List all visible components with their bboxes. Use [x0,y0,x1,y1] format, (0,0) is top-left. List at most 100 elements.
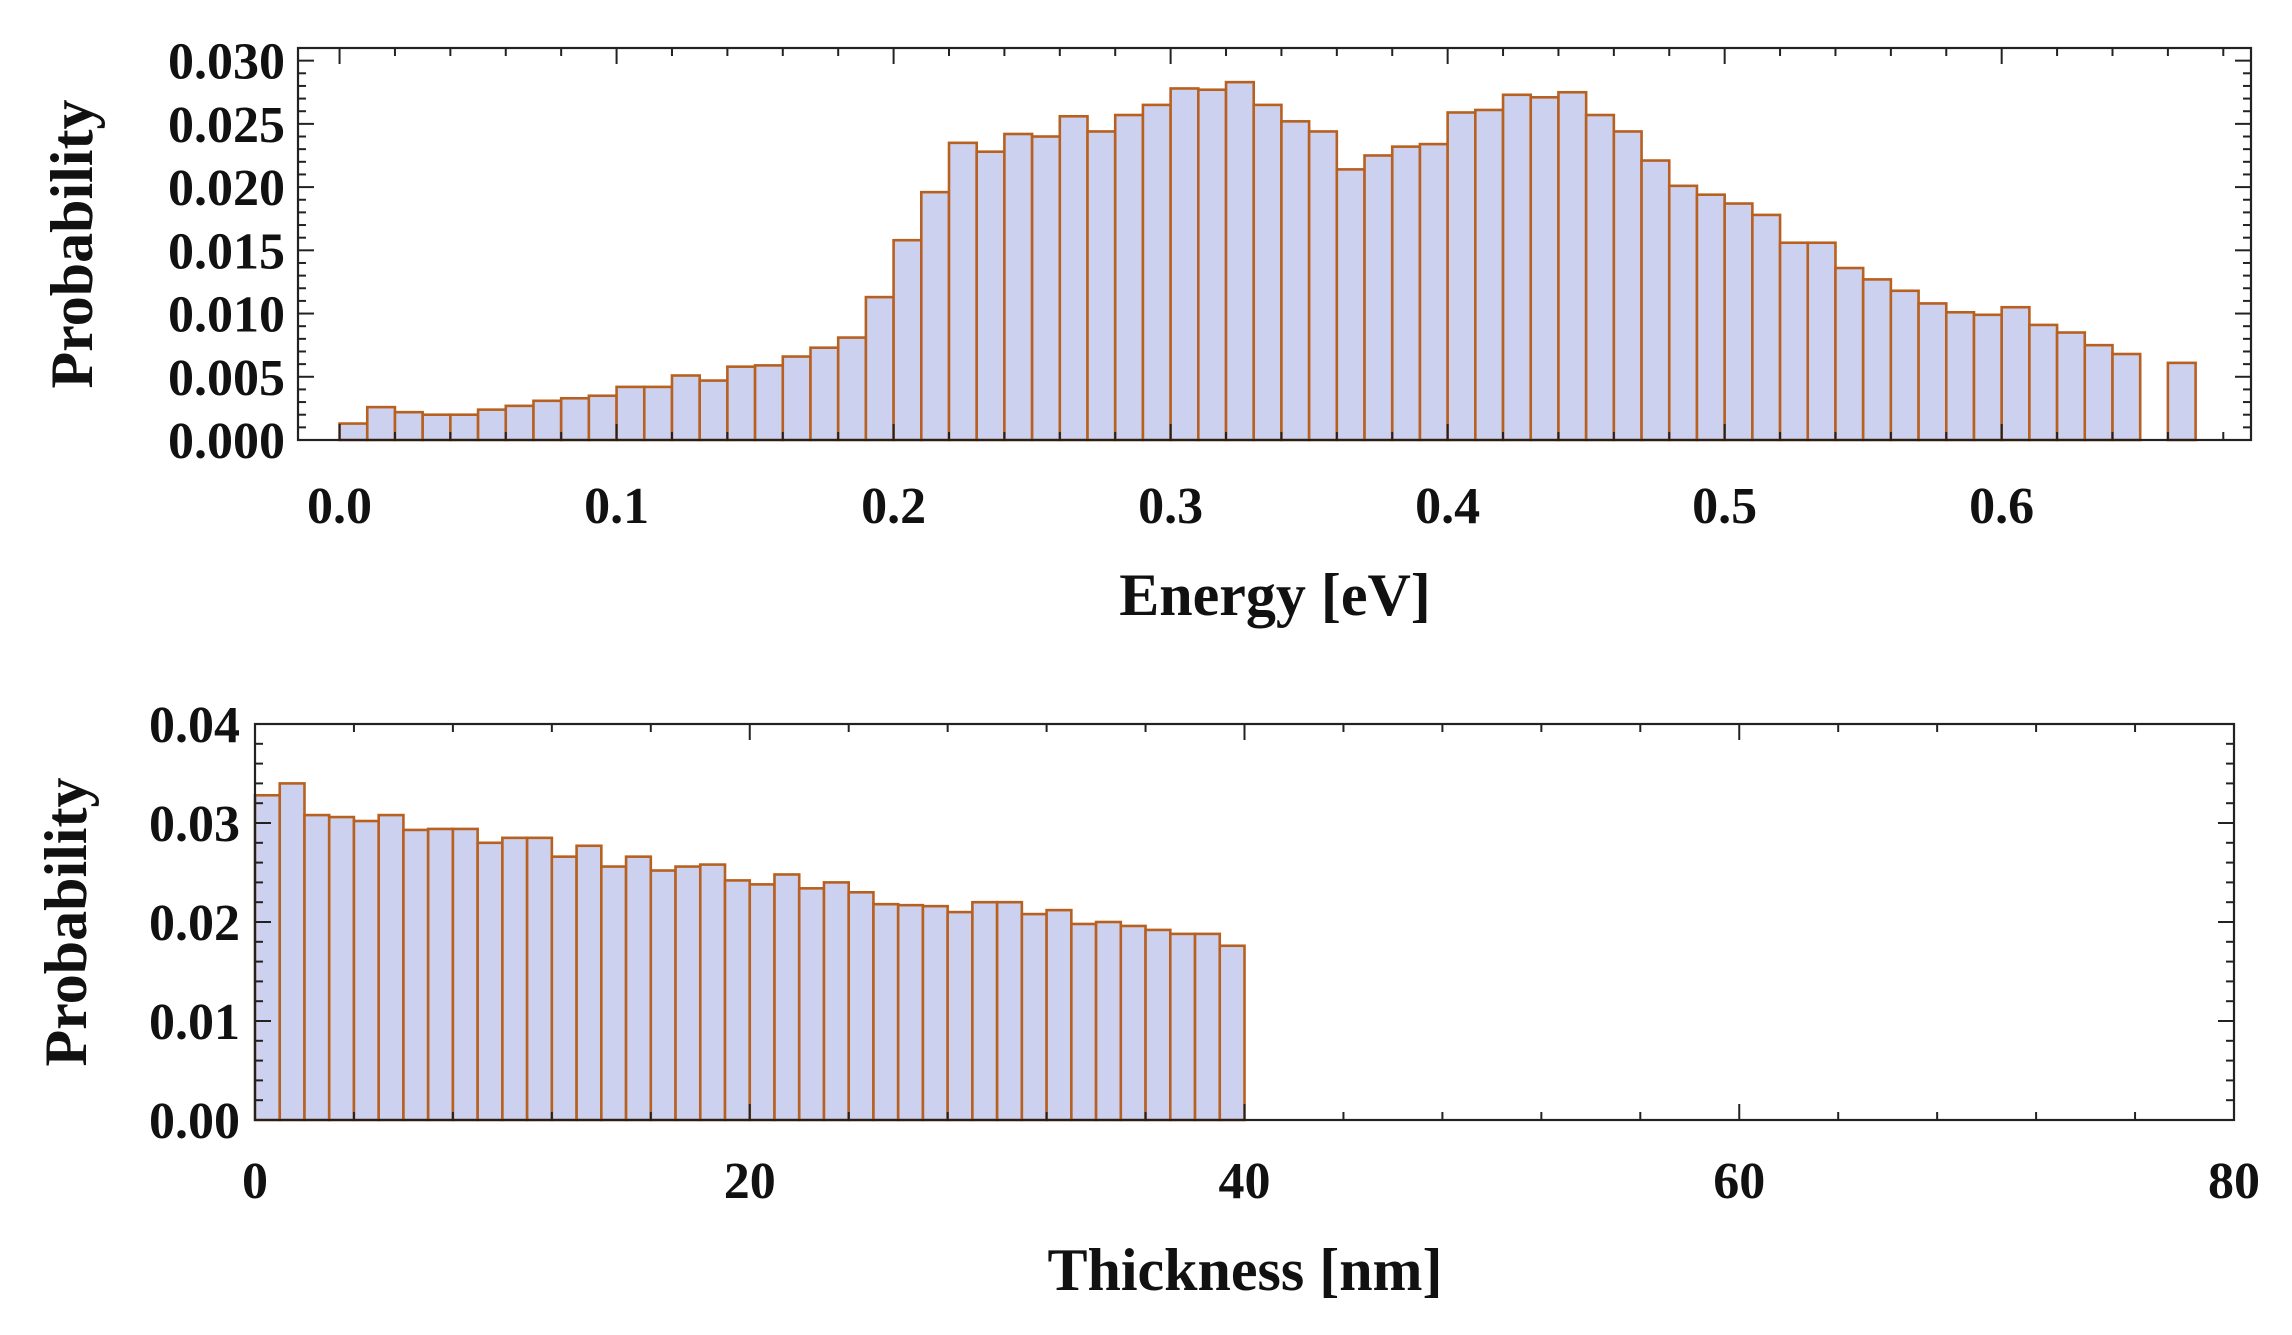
thickness-bar [674,865,702,1122]
energy-plot-frame [296,46,2253,442]
energy-bar [1806,241,1837,442]
energy-bar [2083,343,2114,442]
thickness-y-ticks [255,723,2234,1121]
energy-bar [2028,323,2059,442]
energy-bar [476,408,508,442]
thickness-bar [995,900,1024,1122]
energy-x-tick-label: 0.5 [1692,478,1757,535]
thickness-bar [501,836,529,1122]
energy-bar [698,379,729,442]
energy-bar [449,413,480,442]
energy-bar [338,422,369,442]
energy-bar [1003,132,1034,442]
thickness-bars [253,782,1246,1122]
energy-bar [1307,130,1339,442]
energy-bar [2166,361,2197,442]
energy-bar [421,413,452,442]
energy-bar [975,150,1006,442]
thickness-bar [253,793,282,1122]
energy-bar [1612,130,1643,442]
energy-bar [1972,313,2003,442]
energy-x-tick-label: 0.2 [861,478,926,535]
energy-x-ticks [338,48,2225,440]
thickness-bar [698,863,727,1122]
thickness-bar [649,869,677,1122]
thickness-bar [1193,932,1222,1122]
energy-y-axis-title: Probability [39,100,105,389]
energy-bar [1113,113,1145,442]
thickness-bar [575,844,603,1122]
energy-bar [1751,213,1782,442]
energy-x-tick-label: 0.6 [1969,478,2034,535]
energy-bar [1944,310,1976,442]
thickness-bar [327,815,356,1122]
thickness-bar [525,836,554,1122]
thickness-bar [971,900,999,1122]
energy-bar [1446,111,1477,442]
energy-y-tick-label: 0.020 [168,160,285,217]
energy-bar [615,385,646,442]
energy-bar [1529,96,1560,442]
thickness-bar [1218,944,1246,1122]
energy-y-tick-label: 0.000 [168,413,285,470]
energy-bar [836,336,868,442]
thickness-x-tick-label: 80 [2208,1153,2260,1210]
energy-bar [2055,331,2087,442]
thickness-bar [946,910,974,1122]
energy-bar [1197,88,1228,442]
energy-bar [1501,93,1533,442]
energy-y-tick-label: 0.025 [168,97,285,154]
energy-x-tick-label: 0.0 [307,478,372,535]
thickness-bar [1045,908,1073,1122]
energy-y-tick-label: 0.010 [168,287,285,344]
energy-x-axis-title: Energy [eV] [1119,562,1431,628]
energy-bar [1667,184,1699,442]
thickness-bar [402,828,430,1122]
energy-bar [393,410,424,442]
thickness-y-tick-label: 0.03 [149,796,240,853]
energy-bars [338,80,2197,442]
thickness-bar [550,855,578,1122]
energy-bar [1086,130,1117,442]
energy-bar [947,141,979,442]
thickness-x-tick-label: 40 [1219,1153,1271,1210]
energy-bar [1224,80,1256,442]
energy-bar [726,365,757,442]
thickness-bar [476,841,504,1122]
energy-bar [1335,168,1366,442]
energy-bar [1418,142,1449,442]
thickness-bar [723,879,752,1122]
thickness-y-tick-label: 0.04 [149,697,240,754]
energy-y-tick-label: 0.015 [168,223,285,280]
energy-bar [2000,305,2031,442]
thickness-bar [921,904,949,1122]
energy-bar [1723,202,1754,442]
energy-bar [670,374,701,442]
thickness-bar [1020,912,1048,1122]
energy-y-tick-label: 0.005 [168,350,285,407]
thickness-bar [1119,924,1147,1122]
thickness-x-ticks [254,724,2235,1120]
energy-bar [1169,87,1200,442]
energy-histogram-panel: 0.0 0.1 0.2 0.3 0.4 0.5 0.6 0.000 0.005 0.010 0.01… [39,34,2253,628]
thickness-bar [896,903,925,1122]
thickness-y-tick-label: 0.00 [149,1093,240,1150]
thickness-x-tick-label: 0 [242,1153,268,1210]
energy-x-tick-label: 0.1 [584,478,649,535]
energy-bar [1640,159,1671,442]
thickness-bar [797,887,826,1122]
thickness-bar [1144,928,1172,1122]
energy-bar [1584,113,1616,442]
energy-bar [1917,302,1948,442]
thickness-bar [748,883,776,1122]
energy-bar [2111,352,2142,442]
energy-bar [753,364,785,442]
thickness-bar [624,855,653,1122]
energy-bar [1778,241,1810,442]
thickness-bar [1094,920,1123,1122]
thickness-bar [600,865,628,1122]
thickness-bar [426,827,455,1122]
energy-y-tick-label: 0.030 [168,34,285,91]
thickness-bar [872,902,900,1122]
